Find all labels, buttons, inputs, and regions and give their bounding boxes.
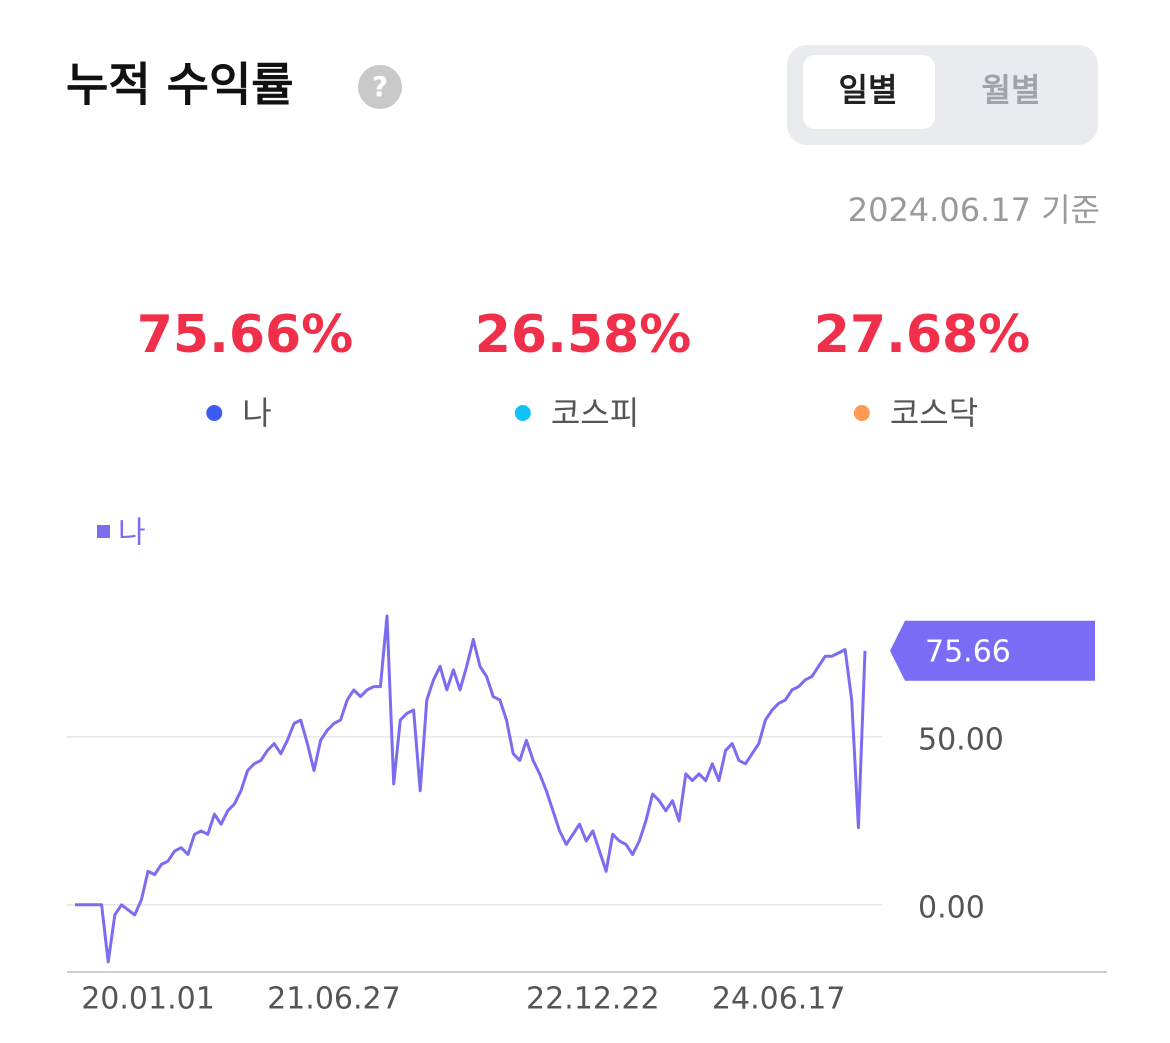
- stat-dot: [514, 405, 531, 421]
- page-title: 누적 수익률: [66, 58, 294, 112]
- y-tick-label: 50.00: [918, 722, 1004, 757]
- x-tick-label: 22.12.22: [526, 982, 660, 1017]
- last-value-label: 75.66: [925, 634, 1011, 669]
- help-mark: ?: [372, 70, 388, 103]
- stat-dot: [206, 405, 223, 421]
- y-tick-label: 0.00: [918, 890, 985, 925]
- chart: 나 0.00 50.00 20.01.01 21.06.27 22.12.22 24.06.…: [67, 516, 1107, 1017]
- x-tick-label: 21.06.27: [267, 982, 401, 1017]
- stat-value: 26.58%: [475, 305, 692, 365]
- help-circle: [358, 65, 402, 109]
- x-tick-label: 20.01.01: [81, 982, 215, 1017]
- stat-value: 27.68%: [814, 305, 1031, 365]
- toggle-active: [803, 55, 935, 129]
- stat-value: 75.66%: [137, 305, 354, 365]
- line-series: [75, 614, 867, 964]
- as-of-date: 2024.06.17 기준: [848, 191, 1100, 229]
- help-icon[interactable]: ?: [358, 65, 402, 109]
- legend-swatch: [97, 525, 110, 538]
- last-value-callout: [890, 620, 1095, 681]
- x-tick-label: 24.06.17: [712, 982, 846, 1017]
- stat-name: 코스닥: [890, 394, 978, 432]
- stat-name: 나: [242, 394, 271, 432]
- stats: 75.66% 나 26.58% 코스피 27.68% 코스닥: [137, 305, 1031, 432]
- stat-dot: [853, 405, 870, 421]
- toggle-monthly[interactable]: 월별: [982, 71, 1041, 109]
- toggle-daily[interactable]: 일별: [839, 71, 898, 109]
- stat-name: 코스피: [551, 394, 639, 432]
- legend-label: 나: [118, 516, 146, 551]
